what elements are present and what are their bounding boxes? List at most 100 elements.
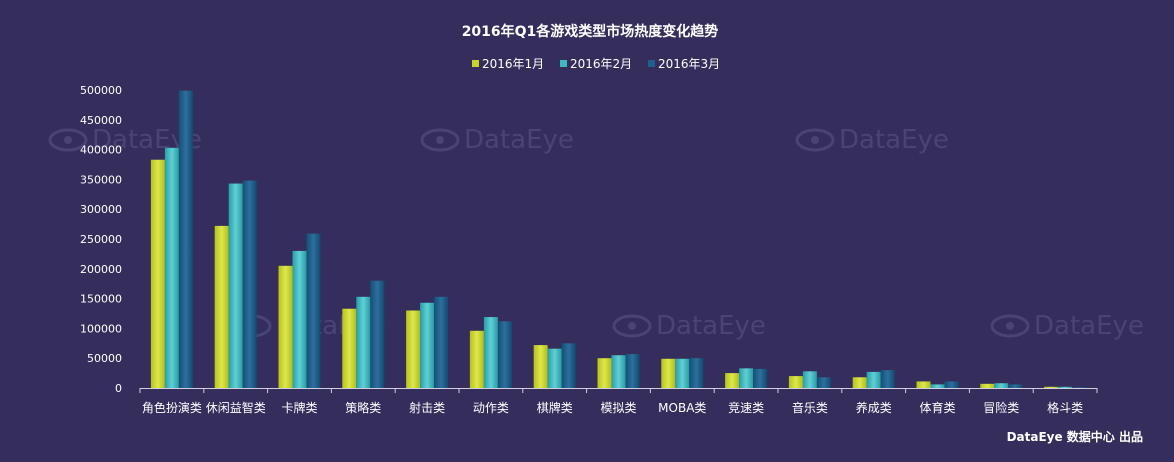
bar[interactable]	[228, 183, 243, 388]
x-tick-label: 卡牌类	[281, 401, 317, 415]
x-tick-label: 模拟类	[600, 401, 636, 415]
footer-credit: DataEye 数据中心 出品	[1007, 429, 1143, 444]
bar[interactable]	[944, 381, 959, 388]
bar[interactable]	[164, 147, 179, 388]
x-axis: 角色扮演类 休闲益智类 卡牌类 策略类 射击类 动作类 棋牌类 模拟类 MOBA类 竞速类 音乐类 养…	[139, 388, 1098, 415]
bar[interactable]	[150, 159, 165, 388]
bar[interactable]	[497, 321, 512, 388]
bar-group	[1044, 386, 1087, 388]
x-tick-label: MOBA类	[658, 401, 706, 415]
bar[interactable]	[420, 302, 435, 388]
bar[interactable]	[597, 358, 612, 388]
watermark: DataEye	[420, 125, 574, 155]
legend-label: 2016年1月	[482, 57, 544, 71]
bar[interactable]	[1072, 387, 1087, 388]
bar[interactable]	[880, 370, 895, 388]
bar-group	[725, 368, 768, 388]
x-tick-label: 策略类	[345, 400, 381, 415]
legend-label: 2016年3月	[658, 57, 720, 71]
y-tick-label: 200000	[80, 263, 122, 276]
bar[interactable]	[1044, 386, 1059, 388]
legend-item[interactable]: 2016年1月	[472, 57, 544, 71]
bar-group	[916, 381, 959, 388]
bar-group	[214, 180, 257, 388]
watermark: DataEye	[795, 125, 949, 155]
x-tick-label: 冒险类	[983, 400, 1019, 415]
legend-swatch	[560, 60, 567, 67]
bar[interactable]	[434, 296, 449, 388]
bar[interactable]	[994, 383, 1009, 388]
bar[interactable]	[242, 180, 257, 388]
x-tick-label: 格斗类	[1047, 400, 1083, 415]
bar[interactable]	[753, 368, 768, 388]
bar[interactable]	[306, 233, 321, 388]
bar[interactable]	[816, 377, 831, 388]
legend-swatch	[472, 60, 479, 67]
bar[interactable]	[370, 280, 385, 388]
bar[interactable]	[689, 358, 704, 388]
chart-title: 2016年Q1各游戏类型市场热度变化趋势	[462, 23, 719, 40]
bar[interactable]	[866, 371, 881, 388]
y-tick-label: 100000	[80, 322, 122, 335]
bar-group	[278, 233, 321, 388]
bar-group	[852, 370, 895, 388]
bar-group	[150, 90, 193, 388]
bars	[150, 90, 1087, 388]
bar[interactable]	[547, 348, 562, 388]
bar-group	[980, 383, 1023, 388]
bar[interactable]	[788, 376, 803, 388]
bar[interactable]	[852, 377, 867, 388]
bar[interactable]	[533, 345, 548, 388]
bar[interactable]	[625, 354, 640, 388]
bar[interactable]	[930, 384, 945, 388]
y-tick-label: 350000	[80, 173, 122, 186]
bar[interactable]	[292, 250, 307, 388]
bar[interactable]	[980, 383, 995, 388]
x-tick-label: 休闲益智类	[206, 400, 266, 415]
bar[interactable]	[611, 355, 626, 388]
y-tick-label: 400000	[80, 144, 122, 157]
x-tick-label: 棋牌类	[537, 401, 573, 415]
bar-group	[533, 343, 576, 388]
bar[interactable]	[178, 90, 193, 388]
bar[interactable]	[483, 317, 498, 388]
bar[interactable]	[561, 343, 576, 388]
y-tick-label: 0	[115, 382, 122, 395]
bar-group	[788, 371, 831, 388]
x-tick-label: 养成类	[856, 400, 892, 415]
y-tick-label: 50000	[87, 352, 122, 365]
watermark: DataEye	[612, 311, 766, 341]
bar[interactable]	[1008, 384, 1023, 388]
bar[interactable]	[802, 371, 817, 388]
bar-group	[661, 358, 704, 388]
bar-group	[342, 280, 385, 388]
bar[interactable]	[916, 381, 931, 388]
x-tick-label: 射击类	[409, 400, 445, 415]
y-tick-label: 250000	[80, 233, 122, 246]
bar[interactable]	[1058, 386, 1073, 388]
x-tick-label: 竞速类	[728, 401, 764, 415]
y-tick-label: 450000	[80, 114, 122, 127]
bar[interactable]	[739, 368, 754, 388]
legend-item[interactable]: 2016年3月	[648, 57, 720, 71]
bar[interactable]	[356, 296, 371, 388]
bar-group	[597, 354, 640, 388]
bar-group	[469, 317, 512, 388]
bar[interactable]	[661, 358, 676, 388]
bar[interactable]	[278, 265, 293, 388]
watermark-text: DataEye	[839, 125, 949, 155]
bar[interactable]	[469, 330, 484, 388]
bar[interactable]	[214, 225, 229, 388]
bar[interactable]	[725, 373, 740, 388]
watermark: DataEye	[990, 311, 1144, 341]
bar[interactable]	[406, 310, 421, 388]
bar[interactable]	[342, 308, 357, 388]
watermark-text: DataEye	[464, 125, 574, 155]
bar[interactable]	[675, 358, 690, 388]
legend-item[interactable]: 2016年2月	[560, 57, 632, 71]
legend: 2016年1月 2016年2月 2016年3月	[472, 57, 720, 71]
bar-group	[406, 296, 449, 388]
